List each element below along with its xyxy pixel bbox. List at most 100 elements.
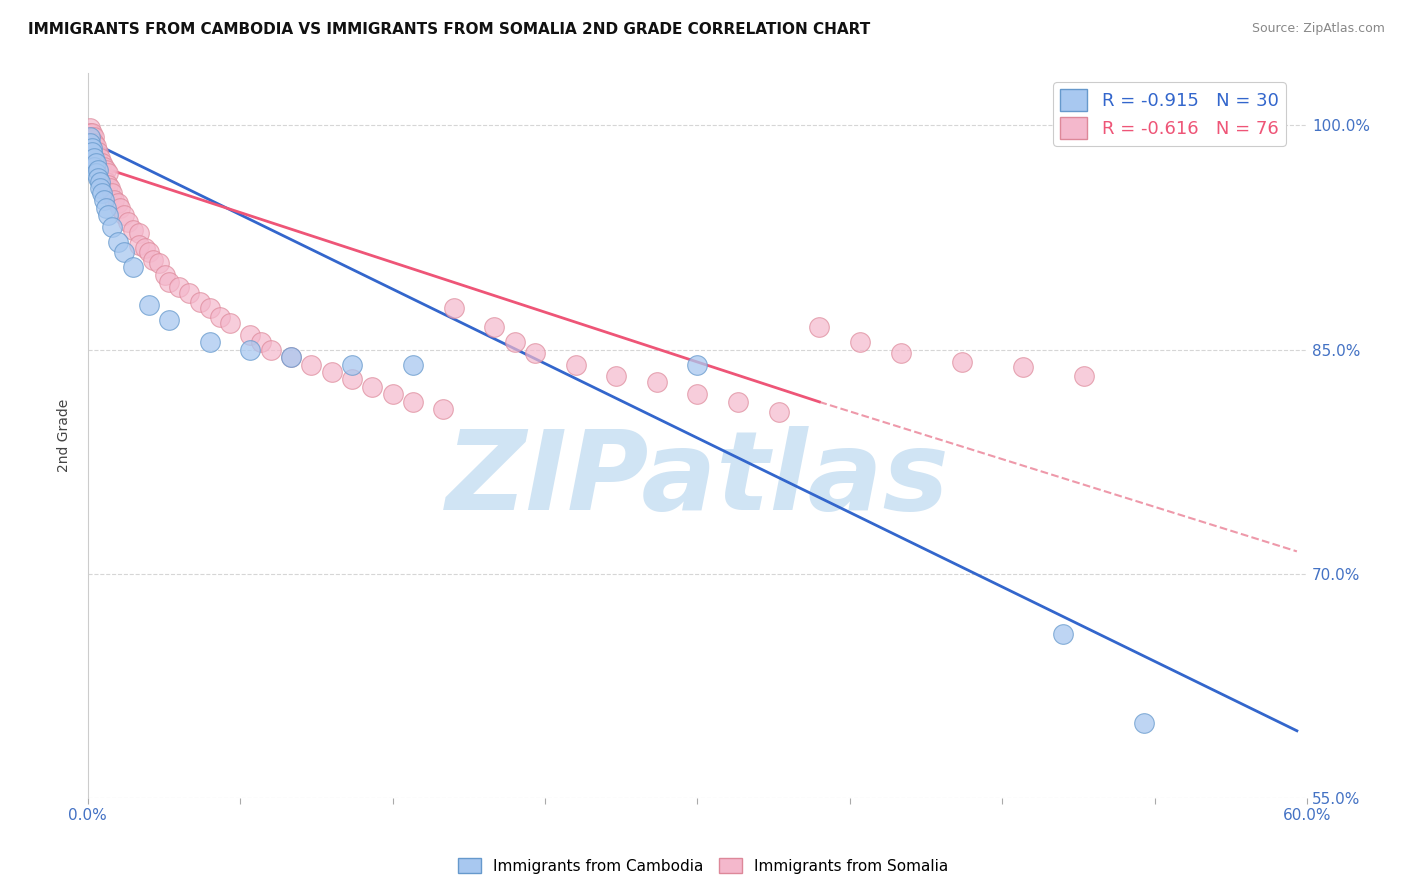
Point [97,208,120,222]
Point [84,139,107,153]
Point [484,320,506,334]
Point [87,163,110,178]
Text: Source: ZipAtlas.com: Source: ZipAtlas.com [1251,22,1385,36]
Point [91,186,114,200]
Point [91,166,114,180]
Point [198,335,221,350]
Point [138,245,160,260]
Point [94,163,117,178]
Point [112,245,135,260]
Point [299,358,322,372]
Point [121,223,143,237]
Point [94,201,117,215]
Point [381,387,404,401]
Point [239,343,262,357]
Point [89,181,111,195]
Point [79,136,101,151]
Legend: R = -0.915   N = 30, R = -0.616   N = 76: R = -0.915 N = 30, R = -0.616 N = 76 [1053,82,1286,146]
Point [169,279,191,293]
Point [79,126,101,140]
Point [890,345,912,359]
Point [340,358,363,372]
Point [1011,360,1033,375]
Point [686,358,709,372]
Point [564,358,586,372]
Point [110,201,132,215]
Point [1052,626,1074,640]
Point [179,285,201,300]
Point [148,256,170,270]
Point [142,252,165,267]
Point [84,166,107,180]
Point [198,301,221,315]
Point [98,181,121,195]
Point [138,298,160,312]
Point [80,145,103,160]
Point [523,345,546,359]
Point [1133,716,1156,731]
Point [157,312,180,326]
Point [107,235,129,249]
Point [260,343,283,357]
Point [950,354,973,368]
Point [340,372,363,386]
Point [321,365,343,379]
Point [727,395,749,409]
Point [93,193,115,207]
Point [280,350,302,364]
Point [83,130,105,145]
Text: ZIPatlas: ZIPatlas [446,425,949,533]
Y-axis label: 2nd Grade: 2nd Grade [58,399,72,472]
Point [79,121,101,136]
Point [79,136,101,151]
Point [503,335,526,350]
Point [93,160,115,174]
Point [112,208,135,222]
Point [134,241,156,255]
Point [157,275,180,289]
Point [83,136,105,151]
Point [84,155,107,169]
Point [83,160,105,174]
Point [87,145,110,160]
Point [91,155,114,169]
Point [89,175,111,189]
Point [1073,369,1095,384]
Point [432,402,454,417]
Point [645,376,668,390]
Point [89,160,111,174]
Point [605,369,627,384]
Point [239,327,262,342]
Point [768,405,790,419]
Point [93,170,115,185]
Point [79,130,101,145]
Point [80,141,103,155]
Point [107,196,129,211]
Point [128,238,150,252]
Point [80,126,103,140]
Point [87,154,110,169]
Point [117,215,139,229]
Point [121,260,143,275]
Point [101,186,124,200]
Point [97,178,120,193]
Point [849,335,872,350]
Point [83,145,105,160]
Point [94,175,117,189]
Point [280,350,302,364]
Point [188,294,211,309]
Point [80,133,103,147]
Point [208,310,231,324]
Point [87,163,110,178]
Text: IMMIGRANTS FROM CAMBODIA VS IMMIGRANTS FROM SOMALIA 2ND GRADE CORRELATION CHART: IMMIGRANTS FROM CAMBODIA VS IMMIGRANTS F… [28,22,870,37]
Point [402,395,425,409]
Point [83,151,105,165]
Point [402,358,425,372]
Point [103,193,125,207]
Legend: Immigrants from Cambodia, Immigrants from Somalia: Immigrants from Cambodia, Immigrants fro… [451,852,955,880]
Point [128,226,150,240]
Point [249,335,271,350]
Point [361,380,384,394]
Point [84,155,107,169]
Point [443,301,465,315]
